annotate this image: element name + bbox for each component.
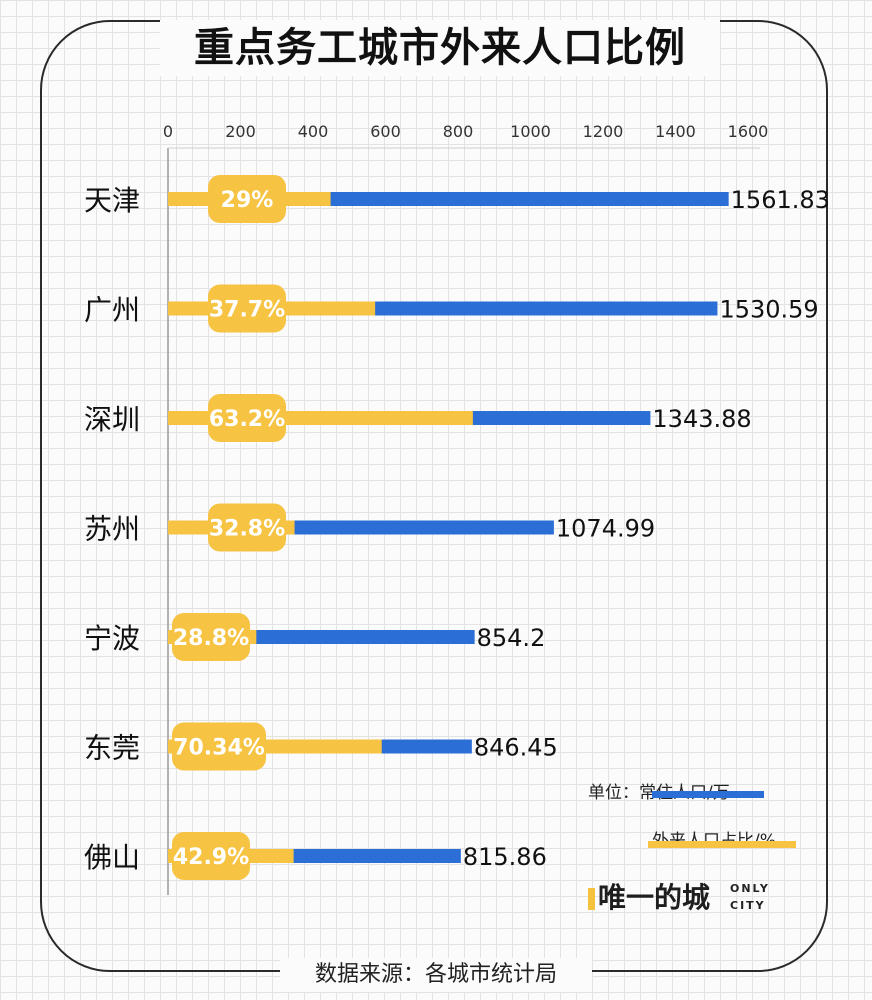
ratio-badge xyxy=(172,832,250,880)
category-label: 佛山 xyxy=(84,841,140,874)
data-source: 数据来源：各城市统计局 xyxy=(280,958,592,992)
ratio-badge-label: 70.34% xyxy=(173,736,265,761)
brand-mark xyxy=(588,888,595,910)
category-label: 宁波 xyxy=(84,622,140,655)
brand-sub-line2: CITY xyxy=(730,899,766,912)
ratio-badge-label: 42.9% xyxy=(173,845,249,870)
brand-sub: ONLY CITY xyxy=(730,880,770,914)
population-value-label: 846.45 xyxy=(474,734,558,762)
x-tick-label: 1600 xyxy=(728,122,769,141)
x-tick-label: 800 xyxy=(443,122,474,141)
brand-name: 唯一的城 xyxy=(598,881,711,914)
category-label: 广州 xyxy=(84,294,140,327)
ratio-badge xyxy=(208,503,286,552)
population-value-label: 1561.83 xyxy=(731,186,830,214)
ratio-badge xyxy=(172,722,266,771)
ratio-badge xyxy=(208,284,286,333)
x-tick-label: 1200 xyxy=(583,122,624,141)
chart-title: 重点务工城市外来人口比例 xyxy=(160,20,720,76)
category-label: 东莞 xyxy=(84,732,140,765)
ratio-badge-label: 32.8% xyxy=(209,517,285,542)
x-tick-label: 600 xyxy=(370,122,401,141)
x-tick-label: 1000 xyxy=(510,122,551,141)
population-value-label: 1343.88 xyxy=(652,405,751,433)
ratio-badge xyxy=(208,175,286,223)
population-value-label: 1074.99 xyxy=(556,515,655,543)
legend-unit-prefix: 单位： xyxy=(588,783,639,803)
category-label: 苏州 xyxy=(84,513,140,546)
x-tick-label: 400 xyxy=(298,122,329,141)
legend-population-swatch xyxy=(652,791,764,798)
x-tick-label: 1400 xyxy=(655,122,696,141)
ratio-badge-label: 28.8% xyxy=(173,626,249,651)
population-value-label: 815.86 xyxy=(463,843,547,871)
ratio-badge-label: 37.7% xyxy=(209,298,285,323)
ratio-badge xyxy=(172,613,250,661)
x-tick-label: 0 xyxy=(163,122,173,141)
ratio-badge-label: 63.2% xyxy=(209,407,285,432)
category-label: 天津 xyxy=(84,184,140,217)
population-value-label: 854.2 xyxy=(477,624,546,652)
ratio-badge xyxy=(208,394,286,442)
legend-ratio-swatch xyxy=(648,841,796,848)
brand-sub-line1: ONLY xyxy=(730,882,770,895)
ratio-badge-label: 29% xyxy=(221,188,274,213)
population-value-label: 1530.59 xyxy=(719,296,818,324)
x-tick-label: 200 xyxy=(225,122,256,141)
category-label: 深圳 xyxy=(84,403,140,436)
